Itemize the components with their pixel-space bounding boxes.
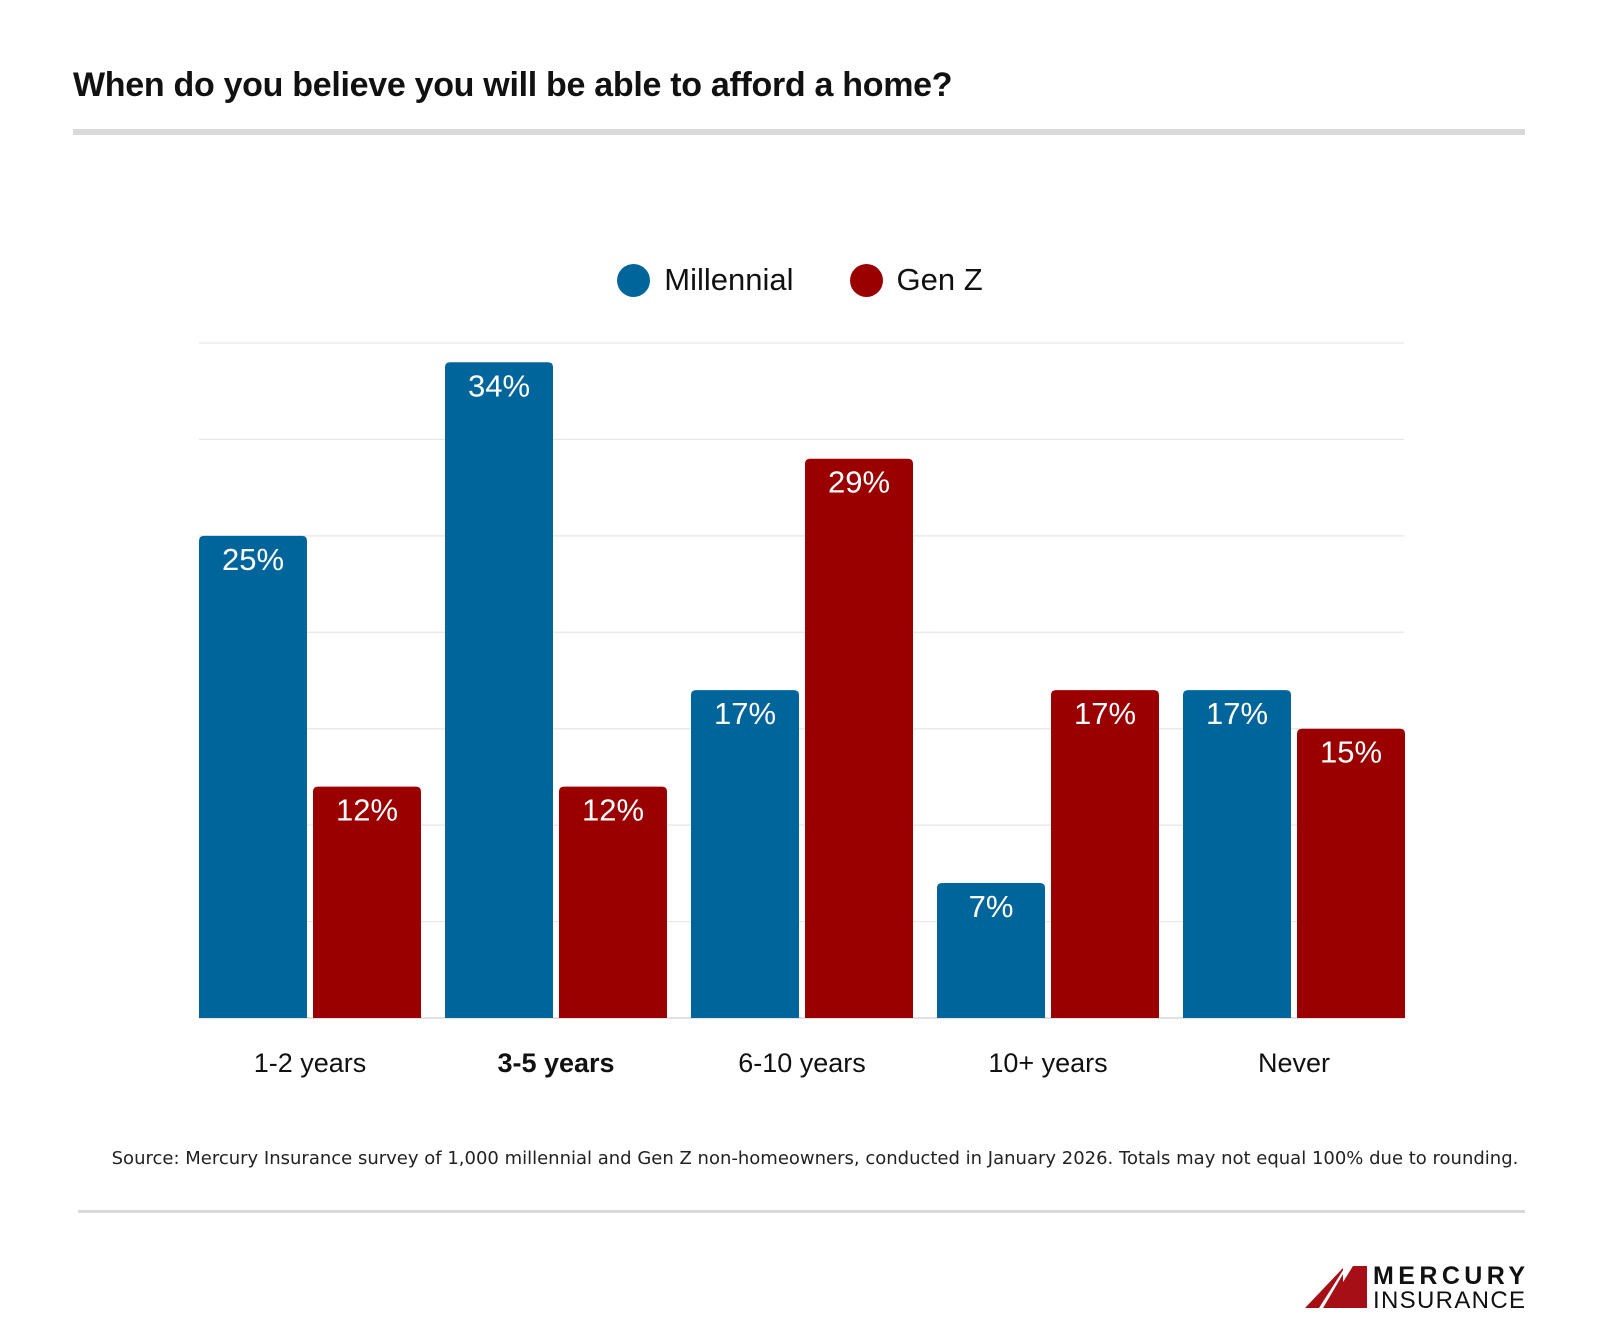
legend-item-millennial: Millennial: [617, 262, 794, 298]
bar-millennial: [1183, 690, 1291, 1018]
bar-millennial: [199, 535, 307, 1018]
svg-text:MERCURY: MERCURY: [1373, 1262, 1525, 1290]
bar-gen-z: [559, 786, 667, 1018]
category-label: 10+ years: [988, 1048, 1107, 1078]
footer-divider: [78, 1210, 1525, 1213]
legend-swatch-genz: [849, 263, 883, 297]
legend-label: Gen Z: [896, 262, 983, 297]
bar-gen-z: [1297, 728, 1405, 1018]
title-divider: [73, 129, 1525, 135]
bar-gen-z: [313, 786, 421, 1018]
data-label: 17%: [1074, 696, 1136, 731]
bar-gen-z: [805, 458, 913, 1018]
mercury-insurance-logo: MERCURY INSURANCE: [1305, 1262, 1525, 1312]
category-label-highlighted: 3-5 years: [497, 1048, 614, 1078]
bar-millennial: [445, 362, 553, 1018]
bar-chart: 25% 12% 1-2 years 34% 12% 3-5 years 17% 29% 6-10…: [199, 342, 1405, 1078]
legend: Millennial Gen Z: [0, 262, 1600, 298]
chart-title: When do you believe you will be able to …: [73, 66, 953, 104]
category-label: 1-2 years: [254, 1048, 367, 1078]
data-label: 17%: [1206, 696, 1268, 731]
legend-item-genz: Gen Z: [849, 262, 983, 298]
data-label: 7%: [969, 889, 1014, 924]
category-label: 6-10 years: [738, 1048, 866, 1078]
data-label: 25%: [222, 542, 284, 577]
data-label: 12%: [336, 793, 398, 828]
legend-swatch-millennial: [617, 263, 651, 297]
data-label: 17%: [714, 696, 776, 731]
data-label: 29%: [828, 465, 890, 500]
category-label: Never: [1258, 1048, 1330, 1078]
legend-label: Millennial: [664, 262, 794, 297]
bar-gen-z: [1051, 690, 1159, 1018]
data-label: 15%: [1320, 735, 1382, 770]
data-label: 12%: [582, 793, 644, 828]
bar-millennial: [937, 883, 1045, 1018]
data-label: 34%: [468, 368, 530, 403]
bar-millennial: [691, 690, 799, 1018]
svg-text:INSURANCE: INSURANCE: [1373, 1287, 1525, 1312]
source-note: Source: Mercury Insurance survey of 1,00…: [111, 1148, 1519, 1169]
